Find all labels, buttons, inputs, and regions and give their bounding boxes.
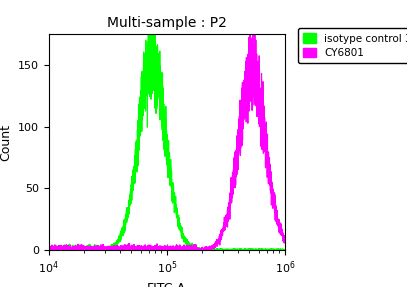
- Legend: isotype control 3, CY6801: isotype control 3, CY6801: [298, 28, 407, 63]
- Title: Multi-sample : P2: Multi-sample : P2: [107, 16, 227, 30]
- Y-axis label: Count: Count: [0, 124, 13, 160]
- X-axis label: FITC-A: FITC-A: [147, 282, 186, 287]
